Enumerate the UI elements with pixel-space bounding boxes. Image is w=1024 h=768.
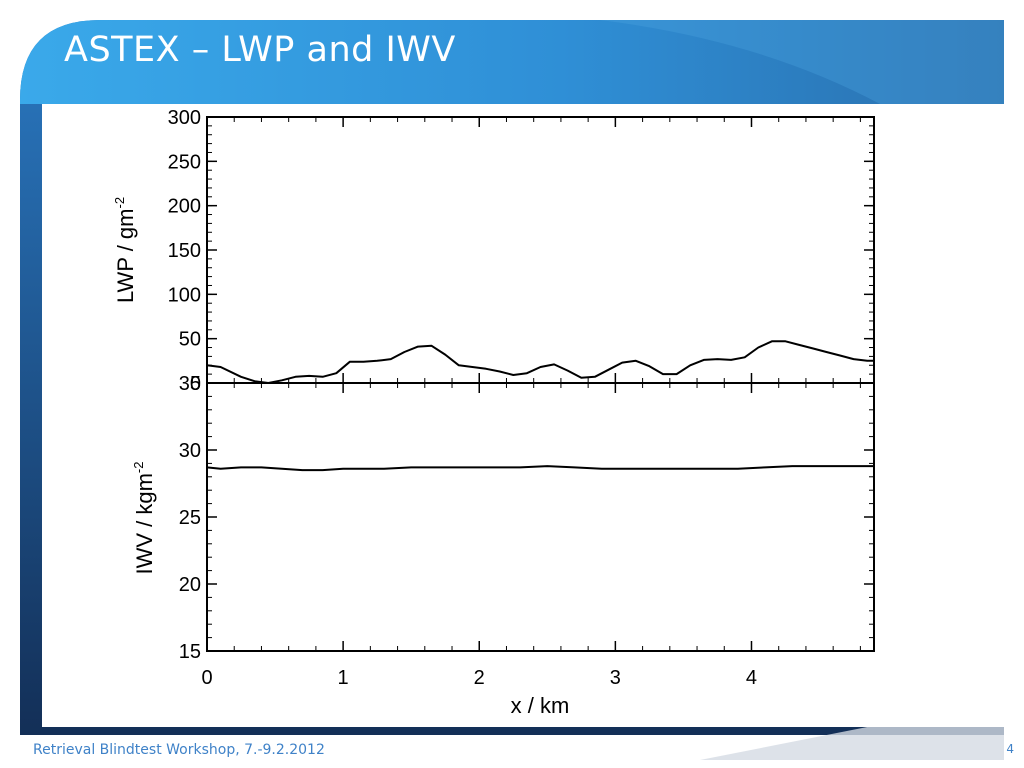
x-axis-title: x / km [511, 693, 570, 718]
iwv-plot-frame [207, 383, 874, 651]
iwv-ytick-label: 25 [179, 507, 201, 529]
lwp-ytick-label: 300 [168, 107, 201, 129]
x-tick-label: 2 [474, 667, 485, 689]
footer-text: Retrieval Blindtest Workshop, 7.-9.2.201… [33, 742, 325, 758]
x-tick-label: 3 [610, 667, 621, 689]
x-tick-label: 1 [338, 667, 349, 689]
lwp-axis-title-text: LWP / gm [113, 209, 138, 304]
x-tick-label: 4 [746, 667, 757, 689]
iwv-series-line [207, 466, 874, 470]
iwv-axis-title-text: IWV / kgm [132, 473, 157, 574]
lwp-ytick-label: 250 [168, 151, 201, 173]
lwp-ytick-label: 200 [168, 196, 201, 218]
iwv-ytick-label: 20 [179, 574, 201, 596]
lwp-ytick-label: 150 [168, 240, 201, 262]
lwp-axis-title: LWP / gm-2 [112, 197, 138, 303]
page-number: 4 [1006, 742, 1014, 756]
iwv-ytick-label: 30 [179, 440, 201, 462]
lwp-axis-title-superscript: -2 [112, 197, 127, 209]
lwp-ytick-label: 50 [179, 329, 201, 351]
lwp-ytick-label: 100 [168, 284, 201, 306]
iwv-ytick-label: 15 [179, 641, 201, 663]
x-tick-label: 0 [201, 667, 212, 689]
lwp-plot-frame [207, 117, 874, 383]
iwv-axis-title-superscript: -2 [131, 461, 146, 473]
lwp-series-line [207, 341, 874, 383]
iwv-ytick-label: 35 [179, 373, 201, 395]
iwv-axis-title: IWV / kgm-2 [131, 461, 157, 574]
